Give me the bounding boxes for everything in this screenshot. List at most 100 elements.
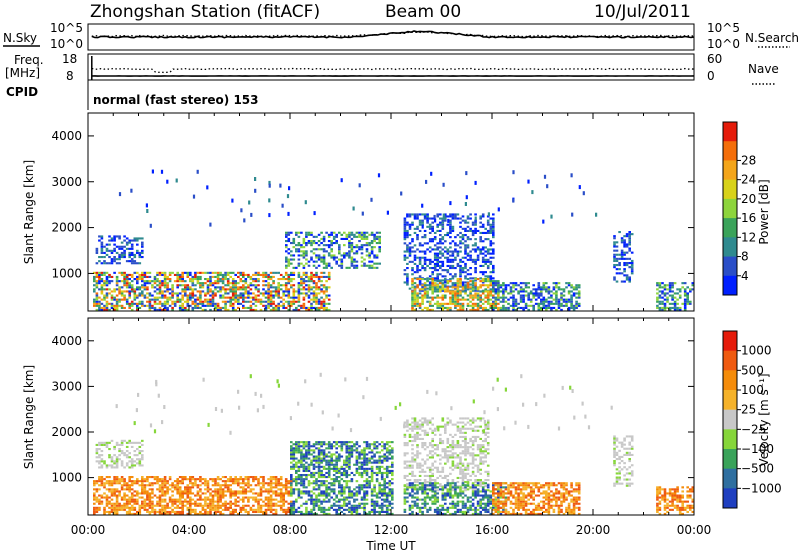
echo-cell <box>181 490 184 493</box>
echo-cell <box>355 260 359 263</box>
echo-cell <box>373 235 376 238</box>
echo-cell <box>575 300 578 303</box>
echo-cell <box>436 248 439 251</box>
echo-cell <box>565 304 568 307</box>
echo-cell <box>196 275 200 278</box>
echo-cell <box>120 256 124 259</box>
echo-cell <box>239 280 243 283</box>
echo-cell <box>459 264 462 267</box>
echo-cell <box>449 292 452 295</box>
echo-cell <box>322 308 326 311</box>
echo-cell <box>317 461 321 464</box>
echo-cell <box>130 290 134 293</box>
echo-cell <box>504 306 508 309</box>
echo-cell <box>189 476 192 479</box>
echo-cell <box>274 502 278 505</box>
echo-cell <box>400 191 403 196</box>
echo-cell <box>199 496 202 499</box>
echo-cell <box>348 235 351 238</box>
echo-cell <box>302 482 306 485</box>
echo-cell <box>272 290 275 293</box>
echo-cell <box>194 300 197 303</box>
echo-cell <box>279 183 282 188</box>
nsky-label: N.Sky <box>3 31 37 45</box>
echo-cell <box>163 512 167 515</box>
echo-cell <box>115 280 119 283</box>
echo-cell <box>428 286 432 289</box>
echo-cell <box>282 284 285 287</box>
echo-cell <box>288 186 291 191</box>
echo-cell <box>439 296 442 299</box>
echo-cell <box>315 471 318 474</box>
echo-cell <box>375 500 379 503</box>
echo-cell <box>350 244 354 247</box>
echo-cell <box>449 227 452 230</box>
echo-cell <box>269 296 273 299</box>
echo-cell <box>317 465 321 468</box>
echo-cell <box>229 271 232 274</box>
echo-cell <box>492 296 495 299</box>
echo-cell <box>184 486 187 489</box>
echo-cell <box>330 484 333 487</box>
echo-cell <box>370 240 374 243</box>
echo-cell <box>267 478 270 481</box>
echo-cell <box>416 227 419 230</box>
echo-cell <box>315 275 318 278</box>
echo-cell <box>244 492 248 495</box>
echo-cell <box>115 298 119 301</box>
echo-cell <box>274 498 278 501</box>
echo-cell <box>237 504 240 507</box>
echo-cell <box>469 227 472 230</box>
echo-cell <box>418 302 422 305</box>
echo-cell <box>555 300 558 303</box>
echo-cell <box>267 508 270 511</box>
echo-cell <box>310 242 313 245</box>
echo-cell <box>534 298 538 301</box>
echo-cell <box>454 290 457 293</box>
echo-cell <box>108 502 111 505</box>
echo-cell <box>567 290 571 293</box>
echo-cell <box>509 296 513 299</box>
echo-cell <box>446 290 450 293</box>
echo-cell <box>110 258 114 261</box>
echo-cell <box>408 246 412 249</box>
echo-cell <box>181 294 184 297</box>
echo-cell <box>315 443 318 446</box>
echo-cell <box>234 286 237 289</box>
echo-cell <box>249 288 253 291</box>
echo-cell <box>115 488 119 491</box>
echo-cell <box>552 306 556 309</box>
echo-cell <box>575 302 578 305</box>
echo-cell <box>350 242 354 245</box>
echo-cell <box>353 264 356 267</box>
echo-cell <box>484 258 487 261</box>
echo-cell <box>492 264 495 267</box>
echo-cell <box>345 449 349 452</box>
echo-cell <box>454 296 457 299</box>
echo-cell <box>335 455 338 458</box>
echo-cell <box>290 441 293 444</box>
echo-cell <box>151 169 154 174</box>
echo-cell <box>431 282 434 285</box>
echo-cell <box>439 288 442 291</box>
echo-cell <box>254 188 257 193</box>
echo-cell <box>292 237 296 240</box>
echo-cell <box>262 294 265 297</box>
echo-cell <box>330 463 333 466</box>
echo-cell <box>267 488 270 491</box>
echo-cell <box>254 510 258 513</box>
echo-cell <box>671 302 674 305</box>
echo-cell <box>471 277 475 280</box>
echo-cell <box>123 496 126 499</box>
echo-cell <box>237 286 240 289</box>
echo-cell <box>449 229 452 232</box>
echo-cell <box>229 480 232 483</box>
echo-cell <box>428 217 432 220</box>
echo-cell <box>148 482 152 485</box>
echo-cell <box>290 278 293 281</box>
echo-cell <box>494 306 498 309</box>
echo-cell <box>673 282 677 285</box>
echo-cell <box>355 508 359 511</box>
echo-cell <box>214 271 217 274</box>
echo-cell <box>146 496 149 499</box>
